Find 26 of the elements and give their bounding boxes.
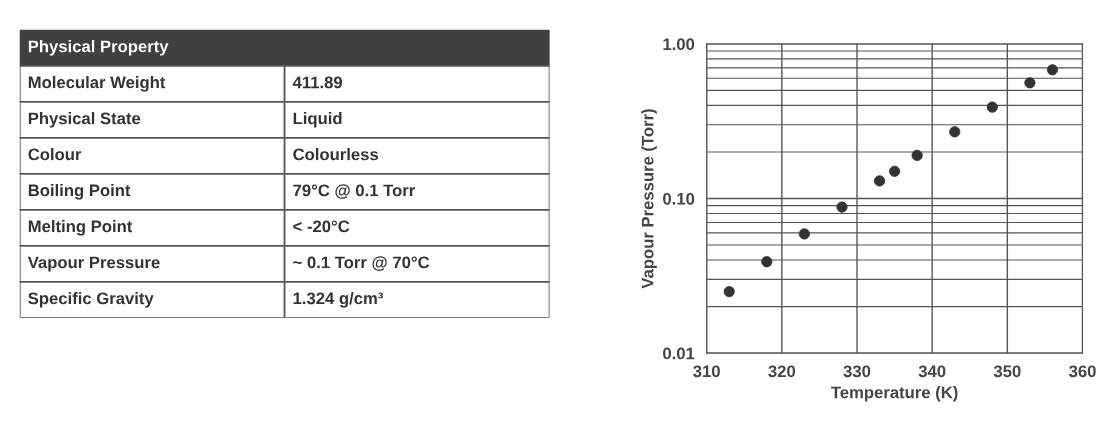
text: Vapour Pressure (27, 256, 160, 272)
y-axis-title: Vapour Pressure (Torr) (641, 109, 657, 289)
x-axis-title: Temperature (K) (831, 386, 958, 402)
text: Physical State (28, 112, 141, 128)
text: Physical Property (28, 40, 169, 56)
x-tick-label: 320 (768, 365, 796, 378)
y-tick-label: 0.01 (663, 347, 695, 360)
text: 79°C @ 0.1 Torr (293, 184, 415, 199)
y-tick-label: 0.10 (663, 192, 695, 205)
x-tick-label: 350 (993, 365, 1021, 378)
x-tick-label: 340 (918, 365, 946, 378)
text: Boiling Point (28, 184, 131, 200)
text: 1.324 g/cm³ (293, 291, 384, 308)
text: Colourless (293, 148, 379, 161)
x-tick-label: 310 (693, 365, 720, 378)
text: Specific Gravity (28, 292, 154, 308)
text: Colour (28, 148, 82, 161)
x-tick-label: 330 (843, 365, 871, 378)
text: < -20°C (293, 220, 350, 233)
text: ~ 0.1 Torr @ 70°C (293, 256, 430, 271)
text: Melting Point (28, 220, 133, 236)
text: Molecular Weight (28, 76, 166, 92)
text: Liquid (293, 112, 342, 128)
y-tick-label: 1.00 (663, 38, 695, 51)
text: 411.89 (292, 76, 343, 89)
x-tick-label: 360 (1069, 365, 1096, 378)
